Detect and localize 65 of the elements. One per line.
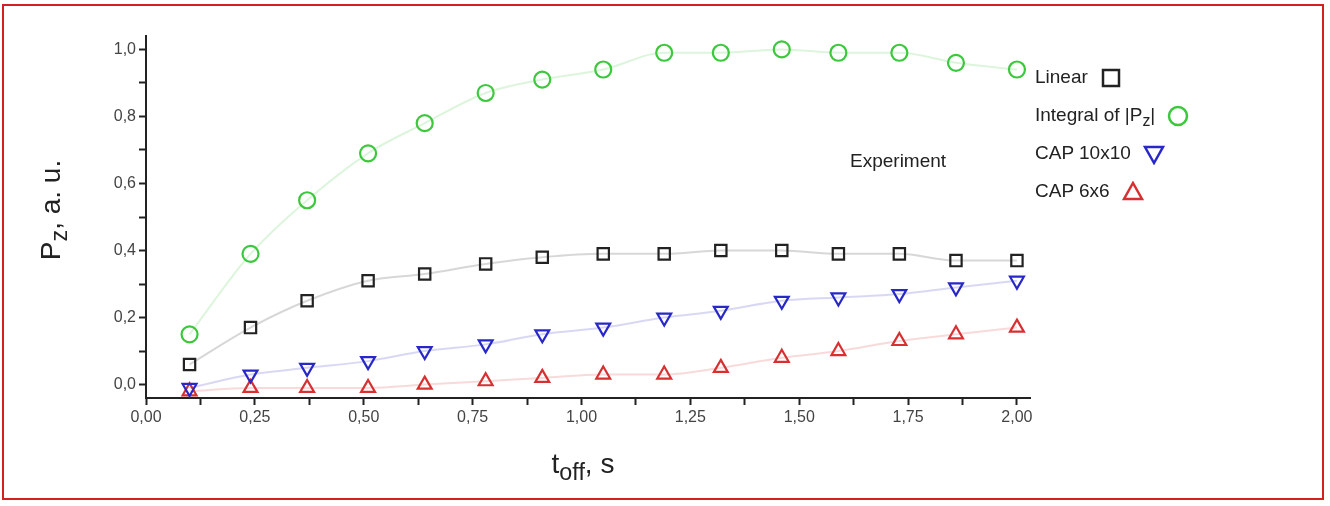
x-tick-label: 0,00 [130,408,162,426]
point [772,40,791,59]
point [947,282,964,297]
point [890,43,909,62]
legend-label: Integral of |P$_{z}$| [1035,104,1156,129]
point [946,53,966,72]
x-tick-label: 0,50 [348,408,380,426]
point [298,191,317,210]
point [300,294,314,308]
point [417,267,432,281]
point [711,43,730,62]
point [1010,253,1024,268]
point [361,273,375,288]
point [478,257,493,271]
point [1008,275,1025,290]
point [535,250,550,264]
legend-label: Linear [1035,66,1088,87]
point [476,83,495,103]
point [596,247,610,261]
x-tick-label: 1,25 [674,408,707,426]
y-tick-label: 0,8 [113,106,137,124]
x-tick-label: 1,00 [565,408,598,426]
point [182,357,197,372]
x-tick-label: 0,75 [457,408,489,426]
point [655,43,674,62]
point [1007,60,1027,79]
y-tick-label: 0,2 [113,307,137,325]
point [533,70,552,89]
point [831,247,846,261]
legend-label: CAP 6x6 [1035,180,1110,201]
x-tick-label: 0,25 [239,408,271,426]
point [594,60,613,79]
y-tick-label: 0,0 [113,375,137,392]
point [242,369,259,384]
point [949,253,963,268]
point [712,305,729,320]
y-tick-label: 1,0 [113,39,137,57]
point [775,243,789,258]
legend-label: CAP 10x10 [1035,142,1131,163]
x-tick-label: 1,50 [783,408,815,426]
point [358,144,378,163]
point [180,325,199,344]
point [830,292,847,307]
x-tick-label: 1,75 [892,408,924,426]
point [656,312,673,327]
legend-title: Experiment [850,150,947,172]
point [416,345,433,361]
point [773,295,790,310]
point [360,356,377,371]
point [299,362,316,377]
x-tick-label: 2,00 [1001,408,1033,426]
point [891,288,908,304]
point [657,247,671,261]
y-tick-label: 0,4 [113,240,137,258]
point [243,320,258,335]
x-axis-title: t$_{off}$, s [550,448,616,486]
point [829,43,848,62]
point [477,339,494,354]
point [241,244,260,263]
y-tick-label: 0,6 [113,173,137,191]
point [415,114,434,133]
point [534,329,551,344]
point [595,322,612,337]
point [714,243,728,258]
point [892,247,907,261]
